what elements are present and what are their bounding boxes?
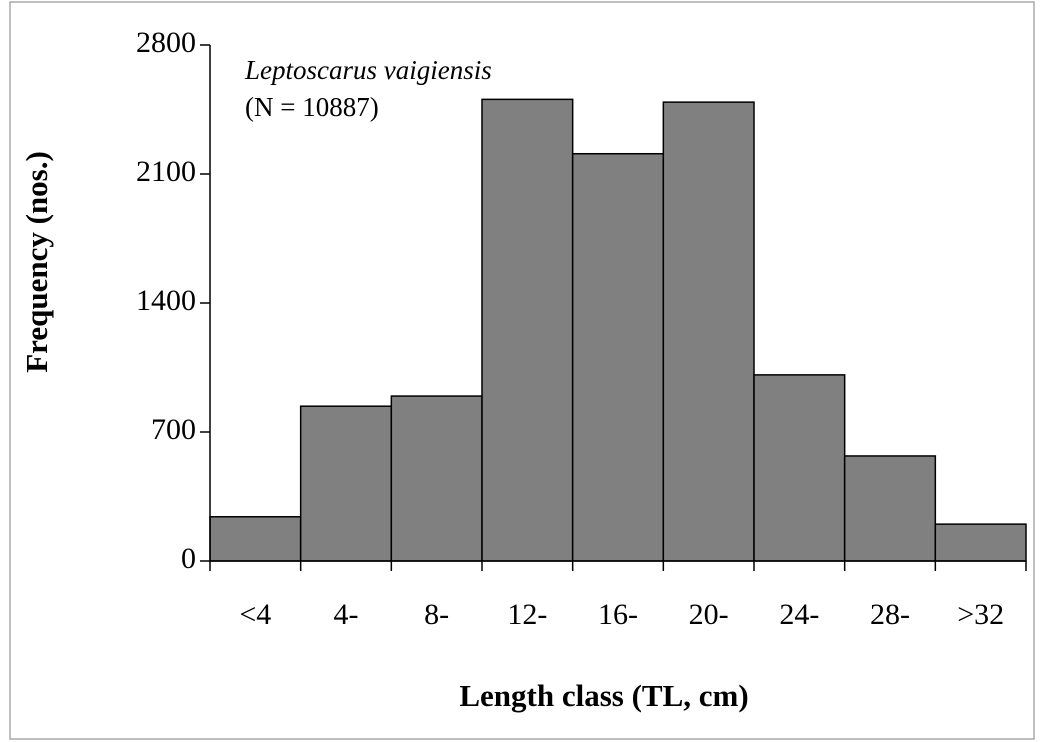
x-axis-title: Length class (TL, cm) — [459, 678, 748, 713]
bar — [571, 152, 665, 562]
bar — [390, 395, 483, 562]
x-tick-label: 16- — [598, 598, 638, 631]
bar — [299, 405, 393, 562]
x-tick-label: 8- — [424, 598, 449, 631]
x-tick-label: <4 — [239, 598, 271, 631]
x-tick-label: >32 — [957, 598, 1004, 631]
y-tick-label: 0 — [181, 542, 196, 575]
species-annotation: Leptoscarus vaigiensis — [244, 55, 492, 85]
y-tick-label: 1400 — [136, 284, 196, 317]
y-tick-label: 700 — [151, 413, 196, 446]
bar — [209, 516, 302, 562]
x-tick-label: 28- — [870, 598, 910, 631]
bar — [662, 101, 755, 562]
x-tick-label: 4- — [334, 598, 359, 631]
bar — [481, 98, 574, 562]
y-tick-label: 2800 — [136, 26, 196, 59]
bar — [753, 374, 846, 562]
x-tick-label: 20- — [689, 598, 729, 631]
count-annotation: (N = 10887) — [245, 92, 379, 122]
bar — [934, 523, 1027, 562]
bar — [843, 455, 937, 562]
x-tick-label: 24- — [779, 598, 819, 631]
x-tick-label: 12- — [507, 598, 547, 631]
y-tick-label: 2100 — [136, 155, 196, 188]
y-axis-title: Frequency (nos.) — [19, 151, 54, 373]
